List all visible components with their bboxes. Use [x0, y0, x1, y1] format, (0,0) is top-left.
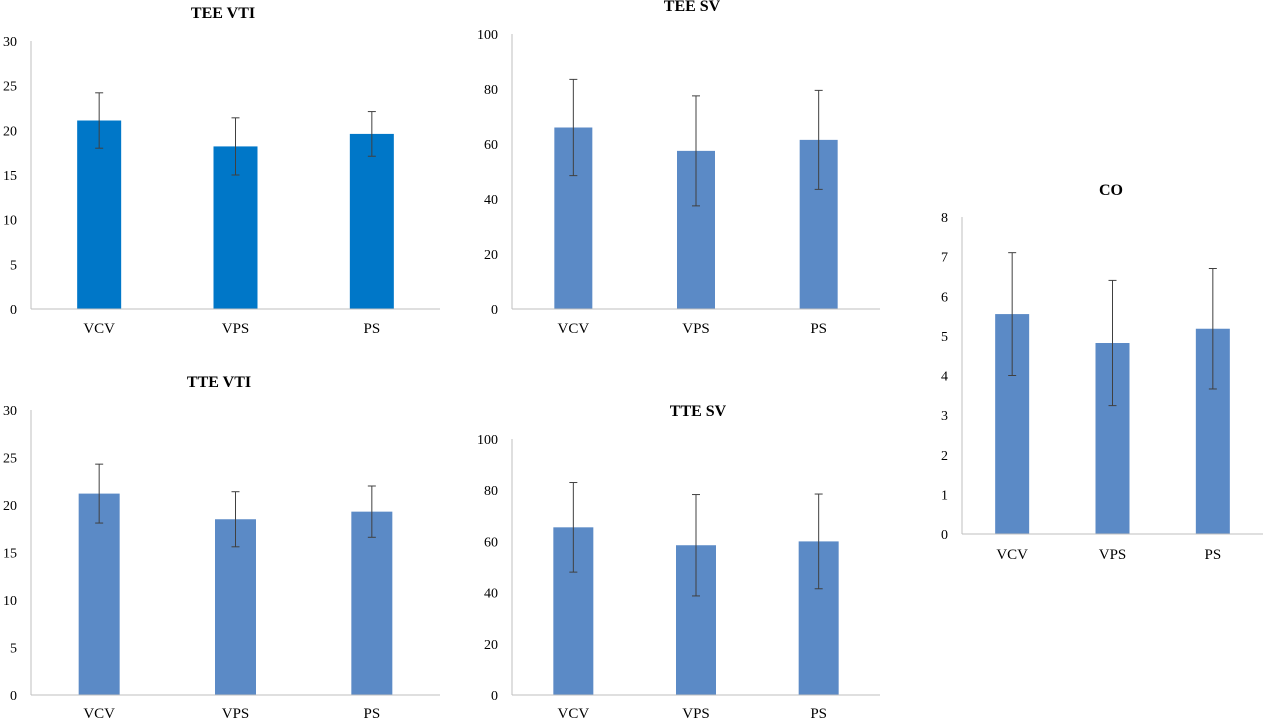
x-category-label: VPS: [222, 706, 250, 719]
chart-title: TEE VTI: [191, 5, 255, 22]
y-tick-label: 20: [484, 638, 498, 653]
y-tick-label: 20: [3, 124, 17, 139]
y-tick-label: 5: [941, 330, 948, 345]
y-tick-label: 40: [484, 587, 498, 602]
x-category-label: VCV: [83, 321, 115, 337]
y-tick-label: 5: [10, 642, 17, 657]
bar-vps: [215, 519, 256, 695]
plot-area: 0 20 40 60 80 100 VCV VPS PS: [477, 28, 880, 337]
y-tick-label: 1: [941, 488, 948, 503]
y-tick-label: 60: [484, 138, 498, 153]
y-tick-label: 2: [941, 449, 948, 464]
chart-title: TTE VTI: [187, 374, 251, 391]
chart-tee-vti: TEE VTI 0 5 10 15 20 25 30 VCV VPS PS: [3, 5, 440, 337]
y-tick-label: 100: [477, 28, 498, 43]
x-category-label: VCV: [557, 321, 589, 337]
y-tick-label: 0: [10, 303, 17, 318]
y-tick-label: 40: [484, 193, 498, 208]
y-tick-label: 80: [484, 484, 498, 499]
y-tick-label: 10: [3, 594, 17, 609]
plot-area: 0 5 10 15 20 25 30 VCV VPS PS: [3, 35, 440, 337]
y-tick-label: 0: [491, 689, 498, 704]
x-category-label: PS: [363, 321, 380, 337]
y-tick-label: 30: [3, 35, 17, 50]
y-tick-label: 6: [941, 290, 948, 305]
y-tick-label: 20: [3, 499, 17, 514]
x-category-label: PS: [1204, 547, 1221, 563]
y-tick-label: 7: [941, 251, 948, 266]
x-category-label: PS: [363, 706, 380, 719]
bar-ps: [349, 133, 394, 309]
x-category-label: VPS: [1099, 547, 1127, 563]
plot-area: 0 1 2 3 4 5 6 7 8 VCV VPS PS: [941, 211, 1263, 563]
chart-co: CO 0 1 2 3 4 5 6 7 8 VCV VPS PS: [941, 182, 1263, 563]
y-tick-label: 100: [477, 433, 498, 448]
chart-tee-sv: TEE SV 0 20 40 60 80 100 VCV VPS PS: [477, 0, 880, 337]
chart-title: TEE SV: [664, 0, 721, 15]
chart-tte-vti: TTE VTI 0 5 10 15 20 25 30 VCV VPS PS: [3, 374, 440, 719]
y-tick-label: 25: [3, 452, 17, 467]
y-tick-label: 30: [3, 404, 17, 419]
y-tick-label: 15: [3, 169, 17, 184]
bar-ps: [351, 511, 393, 695]
x-category-label: VPS: [682, 321, 710, 337]
bar-vcv: [77, 120, 122, 309]
y-tick-label: 0: [491, 303, 498, 318]
y-tick-label: 25: [3, 80, 17, 95]
chart-title: TTE SV: [670, 403, 727, 420]
y-tick-label: 20: [484, 248, 498, 263]
plot-area: 0 20 40 60 80 100 VCV VPS PS: [477, 433, 880, 719]
x-category-label: PS: [810, 321, 827, 337]
y-tick-label: 80: [484, 83, 498, 98]
y-tick-label: 4: [941, 370, 948, 385]
y-tick-label: 10: [3, 214, 17, 229]
x-category-label: VCV: [83, 706, 115, 719]
y-tick-label: 5: [10, 258, 17, 273]
y-tick-label: 15: [3, 547, 17, 562]
y-tick-label: 8: [941, 211, 948, 226]
y-tick-label: 0: [941, 528, 948, 543]
y-tick-label: 0: [10, 689, 17, 704]
y-tick-label: 60: [484, 535, 498, 550]
chart-title: CO: [1099, 182, 1123, 199]
x-category-label: VPS: [222, 321, 250, 337]
chart-tte-sv: TTE SV 0 20 40 60 80 100 VCV VPS PS: [477, 403, 880, 719]
x-category-label: PS: [810, 706, 827, 719]
y-tick-label: 3: [941, 409, 948, 424]
x-category-label: VCV: [557, 706, 589, 719]
x-category-label: VPS: [682, 706, 710, 719]
plot-area: 0 5 10 15 20 25 30 VCV VPS PS: [3, 404, 440, 719]
x-category-label: VCV: [996, 547, 1028, 563]
bar-vcv: [78, 493, 120, 695]
